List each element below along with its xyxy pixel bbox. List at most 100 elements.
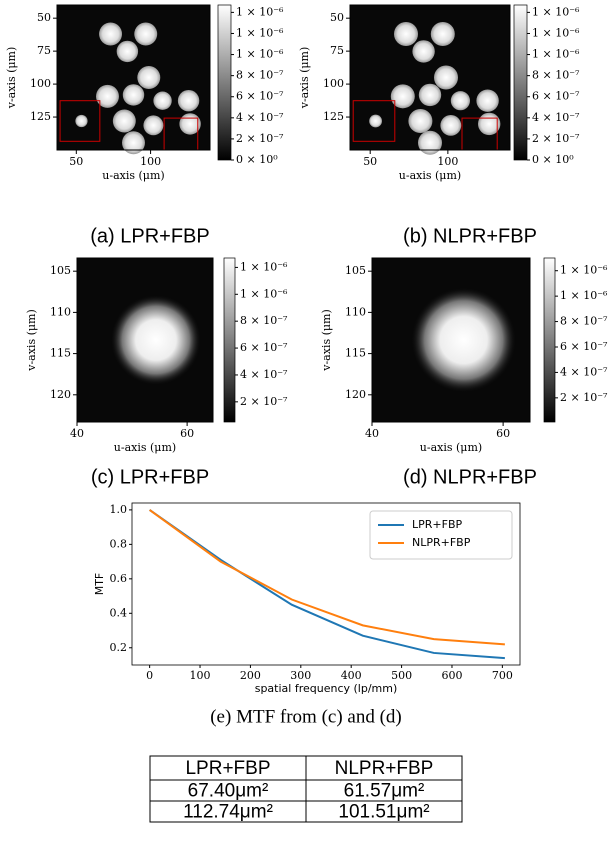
y-tick-label: 115 [345, 347, 366, 360]
y-tick-label: 125 [323, 110, 344, 123]
particle [177, 89, 200, 112]
x-axis-label: u-axis (μm) [114, 441, 176, 454]
image-frame [56, 4, 211, 151]
particle [412, 40, 435, 63]
x-tick-label: 100 [190, 669, 211, 682]
caption: (b) NLPR+FBP [403, 225, 537, 247]
y-tick-label: 75 [330, 44, 344, 57]
plot-frame [131, 502, 521, 666]
y-axis-label: v-axis (μm) [298, 47, 311, 110]
particle [122, 84, 145, 106]
y-tick-label: 110 [345, 305, 366, 318]
x-tick-label: 100 [140, 155, 161, 168]
y-tick-label: 50 [330, 11, 344, 24]
y-tick-label: 0.6 [110, 572, 128, 585]
colorbar-tick-label: 8 × 10⁻⁷ [240, 314, 288, 327]
x-tick-label: 500 [391, 669, 412, 682]
y-tick-label: 115 [50, 347, 71, 360]
table-text: 61.57μm² [344, 781, 425, 802]
y-axis-label: MTF [93, 573, 106, 596]
image-frame [349, 4, 511, 151]
colorbar-tick-label: 2 × 10⁻⁷ [560, 391, 608, 404]
particle [112, 109, 136, 133]
y-tick-label: 1.0 [110, 503, 128, 516]
table-text: 67.40μm² [188, 781, 269, 802]
particle [153, 91, 172, 110]
particle [111, 295, 201, 385]
colorbar-tick-label: 6 × 10⁻⁷ [532, 90, 580, 103]
table-cell [305, 755, 463, 781]
colorbar-tick-label: 8 × 10⁻⁷ [532, 69, 580, 82]
x-tick-label: 60 [496, 427, 510, 440]
x-tick-label: 300 [290, 669, 311, 682]
particle [369, 114, 382, 128]
table-text: 101.51μm² [338, 802, 429, 823]
colorbar-tick-label: 1 × 10⁻⁶ [560, 264, 608, 277]
particle [418, 130, 442, 155]
colorbar-tick-label: 0 × 10⁰ [532, 153, 574, 166]
colorbar-tick-label: 1 × 10⁻⁶ [532, 48, 580, 61]
particle [122, 131, 145, 155]
colorbar-tick-label: 4 × 10⁻⁷ [560, 365, 608, 378]
image-frame [371, 257, 531, 423]
particle [476, 89, 499, 112]
y-tick-label: 110 [50, 305, 71, 318]
particle [411, 287, 516, 393]
y-tick-label: 0.2 [110, 641, 128, 654]
colorbar-tick-label: 4 × 10⁻⁷ [240, 368, 288, 381]
particle [394, 22, 418, 46]
colorbar-tick-label: 1 × 10⁻⁶ [560, 289, 608, 302]
roi-box [59, 100, 101, 142]
y-tick-label: 0.4 [110, 606, 128, 619]
x-tick-label: 40 [70, 427, 84, 440]
y-tick-label: 75 [37, 44, 51, 57]
x-tick-label: 50 [363, 155, 377, 168]
particle [134, 22, 158, 46]
table-text: 112.74μm² [183, 802, 273, 823]
legend-box [369, 510, 513, 560]
colorbar-tick-label: 1 × 10⁻⁶ [236, 48, 284, 61]
colorbar-tick-label: 4 × 10⁻⁷ [532, 111, 580, 124]
colorbar-tick-label: 1 × 10⁻⁶ [236, 5, 284, 18]
y-tick-label: 120 [345, 388, 366, 401]
colorbar-tick-label: 2 × 10⁻⁷ [236, 132, 284, 145]
colorbar-tick-label: 1 × 10⁻⁶ [532, 5, 580, 18]
particle [418, 83, 442, 107]
caption: (c) LPR+FBP [91, 466, 209, 488]
x-tick-label: 0 [146, 669, 153, 682]
x-tick-label: 50 [69, 155, 83, 168]
colorbar-tick-label: 1 × 10⁻⁶ [240, 287, 288, 300]
colorbar-tick-label: 8 × 10⁻⁷ [560, 315, 608, 328]
y-tick-label: 105 [345, 264, 366, 277]
x-tick-label: 40 [365, 427, 379, 440]
x-tick-label: 60 [180, 427, 194, 440]
particle [137, 66, 161, 89]
x-axis-label: u-axis (μm) [420, 441, 482, 454]
x-tick-label: 100 [437, 155, 458, 168]
particle [450, 91, 470, 111]
x-axis-label: u-axis (μm) [399, 169, 461, 182]
colorbar [543, 257, 556, 423]
y-tick-label: 50 [37, 11, 51, 24]
colorbar-tick-label: 1 × 10⁻⁶ [532, 26, 580, 39]
particle [390, 84, 415, 109]
particle [434, 65, 458, 90]
table-text: NLPR+FBP [335, 758, 434, 779]
colorbar-tick-label: 8 × 10⁻⁷ [236, 69, 284, 82]
particle [408, 109, 433, 133]
colorbar-tick-label: 1 × 10⁻⁶ [236, 26, 284, 39]
y-tick-label: 100 [30, 77, 51, 90]
legend-label: NLPR+FBP [412, 536, 471, 549]
particle [116, 40, 139, 63]
image-frame [76, 257, 214, 423]
table-cell [305, 800, 463, 823]
y-tick-label: 120 [50, 388, 71, 401]
table-text: LPR+FBP [185, 758, 270, 779]
roi-box [352, 100, 396, 142]
caption: (e) MTF from (c) and (d) [210, 706, 402, 727]
colorbar-tick-label: 0 × 10⁰ [236, 153, 278, 166]
y-axis-label: v-axis (μm) [25, 309, 38, 372]
colorbar [217, 4, 232, 161]
colorbar [513, 4, 528, 161]
